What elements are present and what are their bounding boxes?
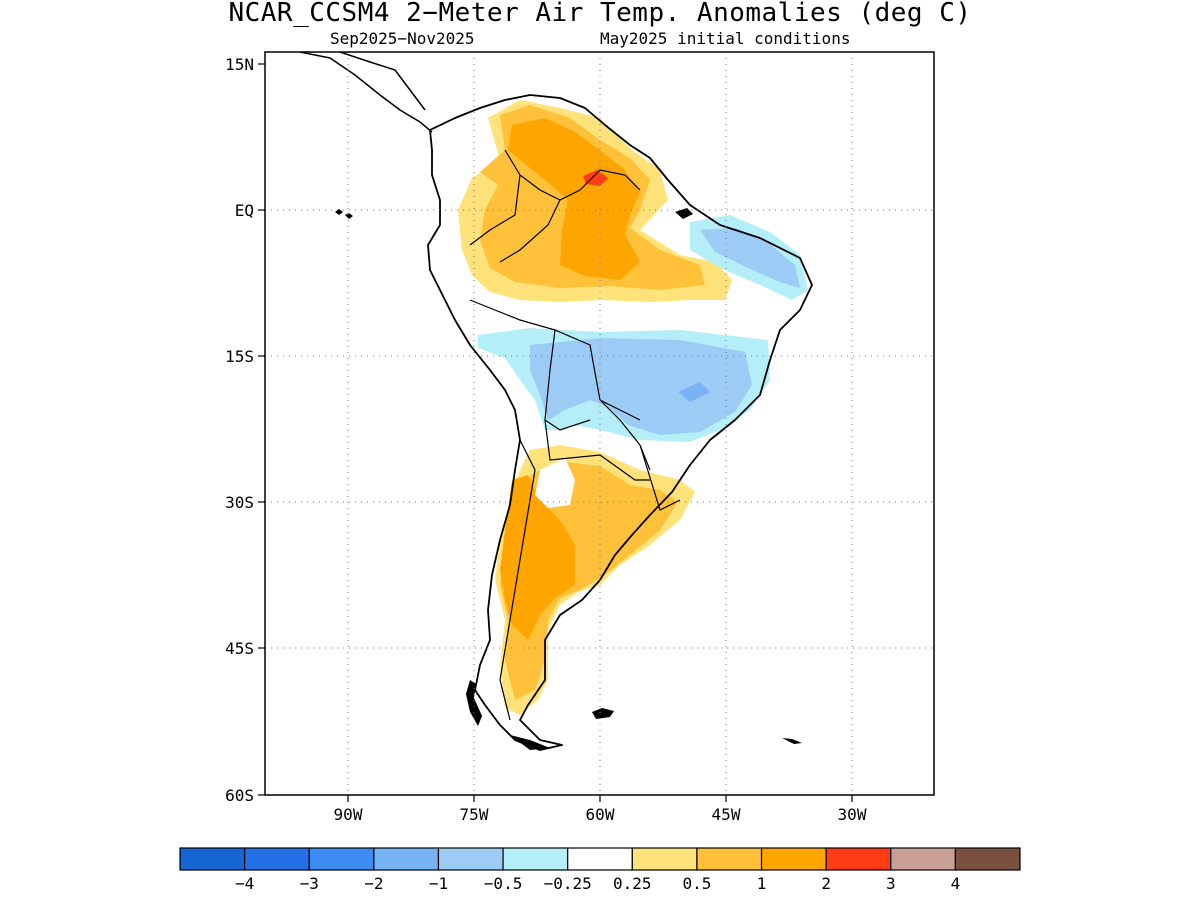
- colorbar-label: 0.25: [613, 874, 652, 893]
- anomaly-neutral-notch: [535, 458, 575, 508]
- lon-tick-label: 75W: [460, 805, 489, 824]
- galapagos-islands: [335, 209, 353, 219]
- tierra-del-fuego: [466, 680, 550, 750]
- lat-tick-label: 45S: [225, 639, 254, 658]
- lon-tick-label: 90W: [334, 805, 363, 824]
- colorbar-label: −2: [364, 874, 383, 893]
- lat-tick-label: 15N: [225, 55, 254, 74]
- lat-tick-label: 15S: [225, 347, 254, 366]
- colorbar-swatch: [825, 847, 892, 871]
- colorbar-swatch: [308, 847, 375, 871]
- lat-tick-label: EQ: [235, 201, 254, 220]
- colorbar-label: −4: [235, 874, 254, 893]
- central-america-coastline: [299, 52, 433, 133]
- map-title: NCAR_CCSM4 2−Meter Air Temp. Anomalies (…: [228, 0, 972, 28]
- south-america-coastline: [427, 94, 813, 751]
- colorbar-swatch: [567, 847, 633, 871]
- lon-tick-label: 60W: [586, 805, 615, 824]
- anomaly-hot-spot: [583, 170, 608, 186]
- falkland-islands: [592, 708, 614, 719]
- colorbar-swatch: [760, 847, 827, 871]
- colorbar-label: 4: [951, 874, 961, 893]
- colorbar-swatch: [179, 847, 246, 871]
- colorbar-swatch: [437, 847, 504, 871]
- anomaly-warm-andes: [500, 475, 575, 640]
- colorbar-swatch: [373, 847, 440, 871]
- colorbar-swatch: [631, 847, 698, 871]
- anomaly-cool-ne-brazil-core: [700, 228, 800, 288]
- anomaly-warm-venezuela: [508, 118, 640, 280]
- lat-tick-label: 60S: [225, 786, 254, 805]
- colorbar-swatch: [502, 847, 569, 871]
- marajo-island: [675, 208, 693, 219]
- colorbar-label: −0.5: [484, 874, 523, 893]
- lon-tick-label: 45W: [712, 805, 741, 824]
- colorbar-label: 1: [757, 874, 767, 893]
- colorbar-swatch: [696, 847, 763, 871]
- forecast-period: Sep2025−Nov2025: [330, 29, 475, 48]
- lat-axis: [258, 63, 265, 796]
- colorbar-swatch: [954, 847, 1021, 871]
- anomaly-cool-central-spot: [678, 382, 710, 402]
- lon-axis: [347, 795, 853, 802]
- colorbar-label: 3: [886, 874, 896, 893]
- colorbar-label: −0.25: [544, 874, 592, 893]
- colorbar-label: −1: [429, 874, 448, 893]
- anomaly-cool-central-core: [530, 338, 752, 435]
- lon-tick-label: 30W: [838, 805, 867, 824]
- colorbar-swatch: [244, 847, 310, 871]
- colorbar-label: 2: [821, 874, 831, 893]
- lat-tick-label: 30S: [225, 493, 254, 512]
- south-georgia: [782, 738, 802, 744]
- initial-conditions: May2025 initial conditions: [600, 29, 851, 48]
- colorbar-label: 0.5: [682, 874, 711, 893]
- colorbar-label: −3: [300, 874, 319, 893]
- colorbar-swatch: [890, 847, 956, 871]
- central-america-coastline-north: [339, 52, 426, 111]
